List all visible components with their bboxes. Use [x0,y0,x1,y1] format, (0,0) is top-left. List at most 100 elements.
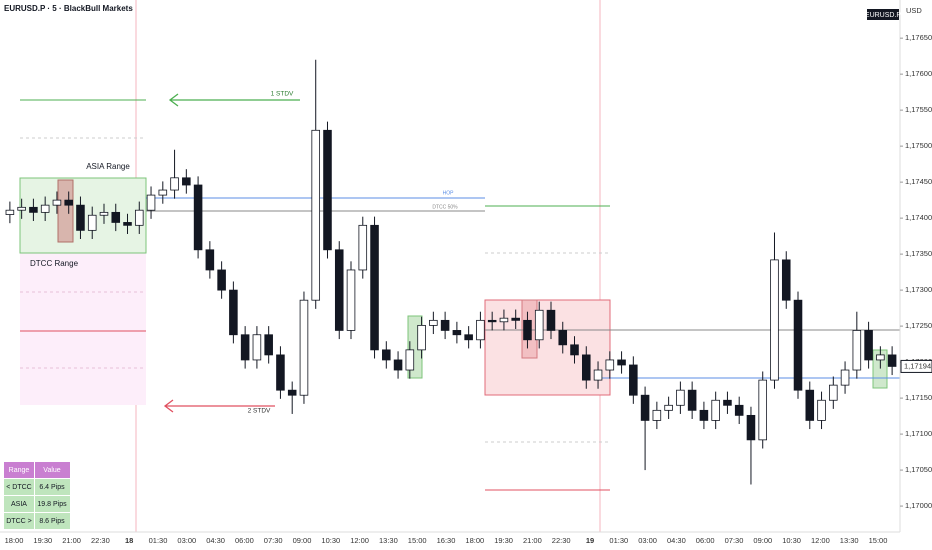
candle-body [476,319,485,341]
candle-body [511,317,520,321]
table-text: 6.4 Pips [39,484,65,491]
x-tick-label: 12:00 [350,536,369,545]
table-cell [35,513,70,529]
candle-body [76,204,85,231]
x-tick-label: 21:00 [62,536,81,545]
table-text: ASIA [11,501,27,508]
y-tick-label: 1,17100 [905,429,932,438]
candle-body [781,259,791,301]
last-price-tag [900,359,932,373]
candle-body [64,199,73,206]
table-text: DTCC > [6,518,31,525]
candle-body [605,359,615,371]
candle-body [687,389,697,411]
candle-body [546,309,556,331]
x-tick-label: 01:30 [609,536,628,545]
stdv-arrow [163,399,275,413]
candle-body [40,204,50,213]
candle-body [876,354,885,361]
candle-body [182,177,191,186]
y-tick-label: 1,17550 [905,105,932,114]
table-text: 19.8 Pips [37,501,67,508]
candle-body [829,384,838,401]
candle-body [723,399,732,406]
candle-body [758,379,768,441]
candle-body [652,409,662,421]
candle-body [334,249,344,331]
candle-body [170,177,179,191]
candle-body [205,249,215,271]
y-tick-label: 1,17350 [905,249,932,258]
table-header-cell [35,462,70,478]
symbol-tag: EURUSD.P [865,12,902,19]
stats-table: Range Value < DTCC 6.4 Pips ASIA 19.8 Pi… [4,462,70,529]
candle-body [99,211,109,216]
candle-body [193,184,203,251]
x-tick-label: 22:30 [552,536,571,545]
dtcc-range-box [20,253,146,405]
annotation: HOP [443,190,455,196]
candle-body [558,330,568,346]
x-tick-label: 09:00 [753,536,772,545]
x-tick-label: 22:30 [91,536,110,545]
candle-body [240,334,250,361]
candle-body [158,189,168,196]
candle-body [229,289,238,336]
last-price-label: 1,17194 [904,361,931,370]
candle-body [664,404,673,411]
annotation: DTCC 50% [432,204,458,210]
candle-body [864,330,873,361]
x-tick-label: 04:30 [206,536,225,545]
x-tick-label: 07:30 [264,536,283,545]
candle-body [640,394,650,421]
table-cell [35,479,70,495]
stdv-arrow [168,93,300,107]
candle-body [287,389,297,396]
x-tick-label: 01:30 [149,536,168,545]
x-tick-label: 16:30 [437,536,456,545]
candle-body [534,309,544,341]
x-tick-label: 10:30 [782,536,801,545]
candle-body [299,299,309,396]
y-tick-label: 1,17000 [905,501,932,510]
candle-body [887,354,897,367]
candle-body [805,389,815,421]
candle-body [311,129,321,301]
candle-body [358,224,368,271]
y-tick-label: 1,17150 [905,393,932,402]
candle-body [746,414,756,441]
candle-body [29,206,38,213]
y-tick-label: 1,17600 [905,69,932,78]
x-tick-label: 21:00 [523,536,542,545]
chart-title: EURUSD.P · 5 · BlackBull Markets [4,4,133,13]
x-tick-label: 04:30 [667,536,686,545]
y-tick-label: 1,17250 [905,321,932,330]
x-tick-label: 15:00 [869,536,888,545]
candle-body [852,330,862,371]
x-tick-label: 18:00 [465,536,484,545]
currency: USD [906,6,922,15]
x-tick-label: 03:00 [638,536,657,545]
x-tick-label: 19 [586,536,594,545]
table-text: < DTCC [6,484,31,491]
x-tick-label: 19:30 [494,536,513,545]
x-tick-label: 07:30 [725,536,744,545]
session-box [57,179,74,243]
x-tick-label: 13:30 [840,536,859,545]
candle-body [440,319,450,331]
table-text: 8.6 Pips [39,518,65,525]
y-tick-label: 1,17650 [905,33,932,42]
candle-body [523,319,532,341]
annotation: DTCC Range [30,259,79,268]
candle-body [711,399,720,421]
annotation: 1 STDV [271,91,294,98]
table-header: Value [43,467,60,474]
candle-body [370,224,379,351]
candle-body [629,364,638,396]
candle-body [793,299,803,391]
candle-body [617,359,626,366]
candle-body [817,399,826,421]
candle-body [346,269,356,331]
table-cell [4,496,34,512]
